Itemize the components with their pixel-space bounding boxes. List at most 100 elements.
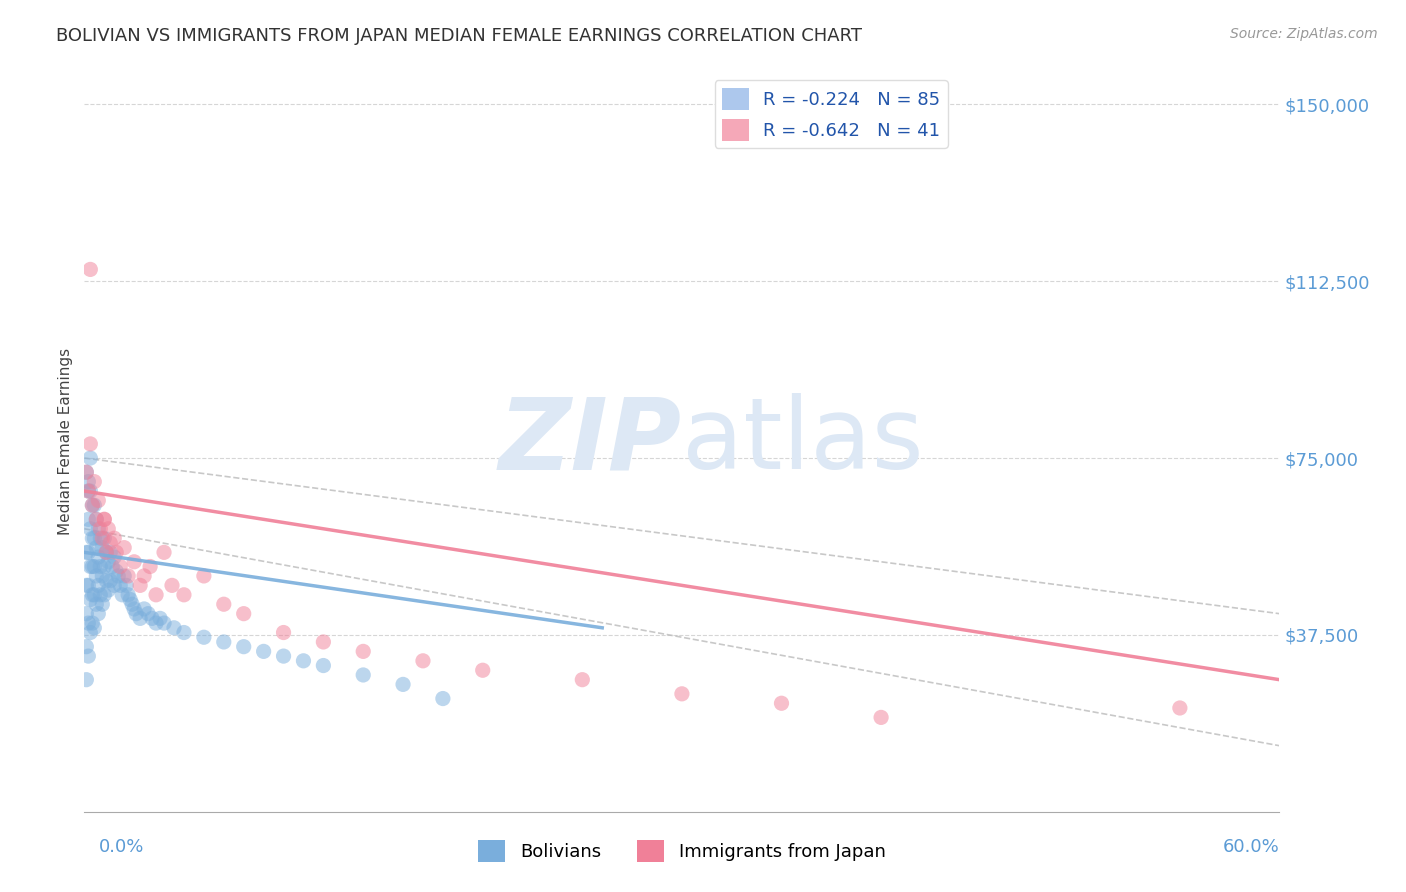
Point	[117, 569, 139, 583]
Point	[91, 569, 114, 583]
Point	[79, 484, 101, 499]
Point	[870, 710, 893, 724]
Point	[107, 569, 129, 583]
Text: 0.0%: 0.0%	[98, 838, 143, 856]
Point	[160, 578, 183, 592]
Point	[212, 635, 235, 649]
Point	[125, 607, 148, 621]
Point	[77, 484, 100, 499]
Point	[232, 640, 254, 654]
Point	[79, 625, 101, 640]
Point	[82, 616, 104, 631]
Point	[79, 522, 101, 536]
Point	[91, 541, 114, 555]
Point	[232, 607, 254, 621]
Point	[83, 559, 105, 574]
Point	[89, 522, 111, 536]
Point	[86, 512, 108, 526]
Point	[173, 625, 195, 640]
Point	[312, 658, 335, 673]
Point	[96, 574, 118, 588]
Point	[82, 531, 104, 545]
Point	[82, 588, 104, 602]
Point	[97, 522, 120, 536]
Point	[122, 555, 145, 569]
Point	[86, 512, 108, 526]
Point	[79, 451, 101, 466]
Point	[86, 597, 108, 611]
Point	[83, 621, 105, 635]
Point	[79, 592, 101, 607]
Point	[671, 687, 693, 701]
Point	[75, 607, 97, 621]
Point	[571, 673, 593, 687]
Point	[193, 630, 215, 644]
Point	[153, 545, 176, 559]
Point	[121, 597, 143, 611]
Point	[89, 531, 111, 545]
Point	[98, 574, 121, 588]
Point	[352, 668, 374, 682]
Point	[77, 545, 100, 559]
Point	[173, 588, 195, 602]
Point	[103, 550, 125, 565]
Point	[96, 545, 118, 559]
Point	[103, 531, 125, 545]
Point	[1168, 701, 1191, 715]
Point	[101, 559, 124, 574]
Point	[87, 607, 110, 621]
Point	[120, 592, 142, 607]
Point	[89, 559, 111, 574]
Point	[86, 569, 108, 583]
Point	[312, 635, 335, 649]
Point	[82, 498, 104, 512]
Point	[83, 475, 105, 489]
Point	[253, 644, 276, 658]
Point	[770, 696, 793, 710]
Point	[77, 484, 100, 499]
Point	[77, 512, 100, 526]
Point	[87, 493, 110, 508]
Point	[292, 654, 315, 668]
Point	[110, 578, 132, 592]
Text: Source: ZipAtlas.com: Source: ZipAtlas.com	[1230, 27, 1378, 41]
Point	[122, 602, 145, 616]
Point	[91, 531, 114, 545]
Point	[111, 588, 134, 602]
Point	[392, 677, 415, 691]
Point	[273, 625, 295, 640]
Point	[77, 475, 100, 489]
Point	[193, 569, 215, 583]
Text: BOLIVIAN VS IMMIGRANTS FROM JAPAN MEDIAN FEMALE EARNINGS CORRELATION CHART: BOLIVIAN VS IMMIGRANTS FROM JAPAN MEDIAN…	[56, 27, 862, 45]
Point	[129, 578, 152, 592]
Point	[105, 545, 128, 559]
Point	[103, 578, 125, 592]
Point	[129, 611, 152, 625]
Point	[75, 465, 97, 479]
Point	[212, 597, 235, 611]
Point	[412, 654, 434, 668]
Point	[97, 555, 120, 569]
Point	[97, 583, 120, 598]
Text: 60.0%: 60.0%	[1223, 838, 1279, 856]
Point	[139, 559, 162, 574]
Point	[87, 522, 110, 536]
Point	[79, 437, 101, 451]
Point	[87, 550, 110, 565]
Point	[145, 588, 167, 602]
Point	[83, 531, 105, 545]
Point	[98, 545, 121, 559]
Text: ZIP: ZIP	[499, 393, 682, 490]
Point	[112, 541, 135, 555]
Point	[153, 616, 176, 631]
Point	[471, 663, 494, 677]
Point	[93, 512, 115, 526]
Point	[83, 498, 105, 512]
Point	[91, 597, 114, 611]
Point	[79, 559, 101, 574]
Point	[75, 545, 97, 559]
Point	[132, 602, 156, 616]
Point	[141, 611, 163, 625]
Point	[132, 569, 156, 583]
Point	[145, 616, 167, 631]
